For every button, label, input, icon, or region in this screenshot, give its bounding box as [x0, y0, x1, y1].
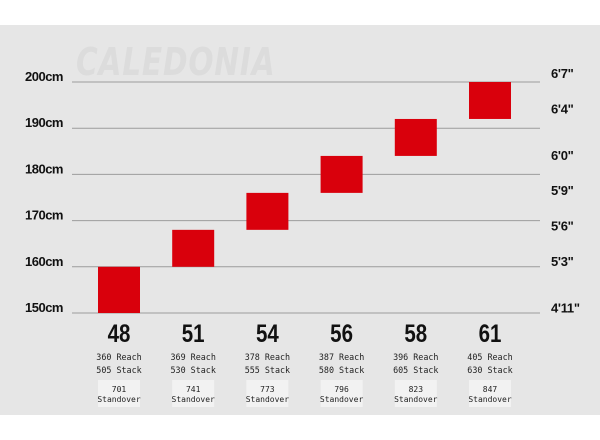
size-label: 58 — [404, 319, 427, 347]
size-bar-58 — [394, 118, 437, 156]
size-bar-54 — [246, 192, 289, 230]
left-tick-label: 200cm — [25, 69, 63, 84]
reach-value: 387 Reach — [319, 352, 364, 362]
standover-value: 701 — [112, 385, 127, 394]
left-tick-label: 180cm — [25, 161, 63, 176]
stack-value: 605 Stack — [393, 365, 438, 375]
right-tick-label: 4'11" — [551, 300, 580, 315]
standover-label: Standover — [246, 395, 290, 404]
size-label: 48 — [108, 319, 131, 347]
reach-value: 396 Reach — [393, 352, 438, 362]
standover-value: 741 — [186, 385, 201, 394]
stack-value: 630 Stack — [467, 365, 512, 375]
size-label: 56 — [330, 319, 353, 347]
standover-box — [246, 380, 289, 407]
standover-label: Standover — [97, 395, 141, 404]
left-tick-label: 170cm — [25, 208, 63, 223]
standover-label: Standover — [468, 395, 512, 404]
size-label: 54 — [256, 319, 279, 347]
standover-box — [469, 380, 511, 407]
stack-value: 530 Stack — [171, 365, 216, 375]
size-bar-61 — [469, 82, 511, 119]
reach-value: 369 Reach — [171, 352, 216, 362]
reach-value: 405 Reach — [467, 352, 512, 362]
left-tick-label: 160cm — [25, 254, 63, 269]
size-bar-48 — [98, 266, 140, 313]
reach-value: 378 Reach — [245, 352, 290, 362]
right-tick-label: 5'6" — [551, 219, 574, 234]
right-tick-label: 5'9" — [551, 183, 574, 198]
left-tick-label: 190cm — [25, 115, 63, 130]
standover-label: Standover — [172, 395, 216, 404]
right-tick-label: 6'7" — [551, 66, 574, 81]
standover-box — [394, 380, 437, 407]
standover-label: Standover — [394, 395, 438, 404]
size-label: 61 — [479, 319, 502, 347]
standover-value: 773 — [260, 385, 275, 394]
stack-value: 555 Stack — [245, 365, 290, 375]
stack-value: 505 Stack — [96, 365, 141, 375]
size-bar-56 — [320, 155, 363, 193]
right-tick-label: 6'0" — [551, 148, 574, 163]
left-tick-label: 150cm — [25, 300, 63, 315]
right-tick-label: 6'4" — [551, 101, 574, 116]
standover-label: Standover — [320, 395, 364, 404]
size-label: 51 — [182, 319, 205, 347]
standover-box — [98, 380, 140, 407]
standover-value: 823 — [409, 385, 424, 394]
right-tick-label: 5'3" — [551, 254, 574, 269]
reach-value: 360 Reach — [96, 352, 141, 362]
brand-watermark: CALEDONIA — [76, 40, 276, 84]
standover-box — [172, 380, 215, 407]
standover-value: 796 — [334, 385, 349, 394]
size-bar-51 — [172, 229, 215, 267]
stack-value: 580 Stack — [319, 365, 364, 375]
standover-box — [320, 380, 363, 407]
standover-value: 847 — [483, 385, 498, 394]
